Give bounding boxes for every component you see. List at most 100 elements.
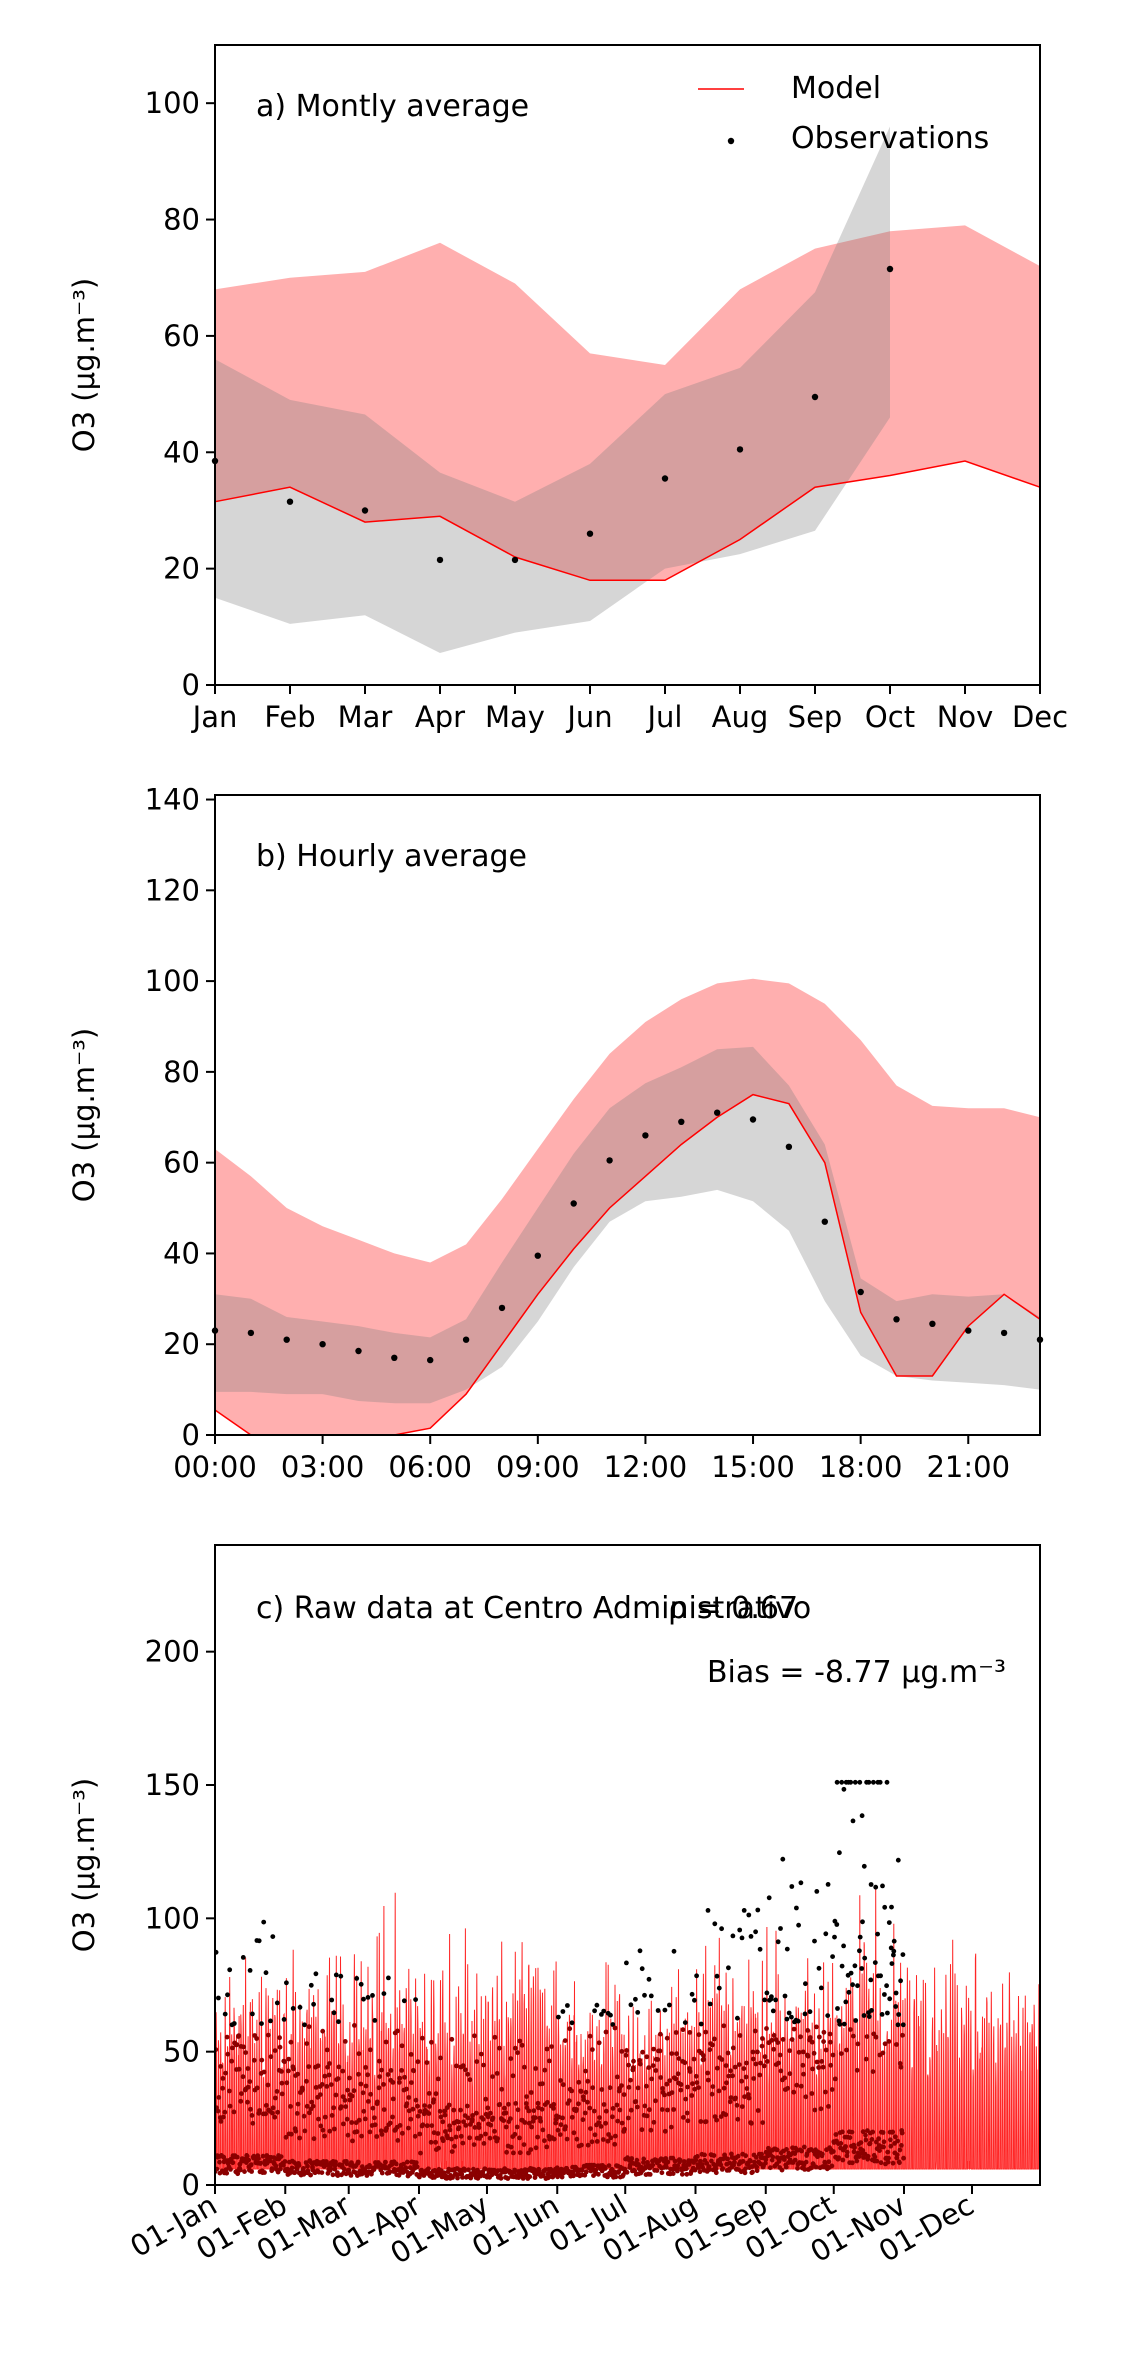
observation-point [825,1882,831,1887]
observation-point [460,2175,465,2180]
observation-point [533,2066,539,2071]
observation-point [532,2175,538,2181]
observation-point [633,1996,638,2002]
observation-point [240,1955,246,1960]
observation-point [771,2033,777,2038]
observation-point [664,2164,669,2170]
observation-point [522,2064,527,2070]
observation-point [876,2136,882,2142]
observation-point [880,2050,886,2056]
observation-point [420,2122,426,2128]
observation-point [395,2138,401,2143]
observation-point [843,2144,848,2149]
observation-point [466,2167,471,2173]
observation-point [304,2078,309,2084]
observation-point [347,2097,353,2103]
observation-point [885,2010,890,2016]
observation-point [802,2167,808,2172]
observation-point [436,556,444,564]
panel-a-x-tick-label: Oct [865,700,915,734]
observation-point [880,1883,885,1889]
panel-b-title: b) Hourly average [256,839,527,874]
observation-point [780,1856,786,1862]
observation-point [587,2033,593,2039]
observation-point [551,2102,557,2107]
panel-b-x-tick-label: 12:00 [604,1450,688,1484]
observation-point [404,2086,409,2092]
observation-point [220,2085,226,2091]
observation-point [689,1991,695,1997]
observation-point [449,2036,455,2042]
panel-b-x-tick-label: 06:00 [388,1450,472,1484]
observation-point [868,1882,874,1887]
observation-point [277,2044,283,2050]
panel-b-y-tick-label: 120 [145,873,200,907]
observation-point [755,2049,760,2055]
observation-point [415,2103,420,2109]
observation-point [528,2090,534,2095]
observation-point [472,2033,477,2039]
observation-point [515,2107,521,2113]
observation-point [600,2137,606,2142]
observation-point [215,2108,221,2114]
observation-point [363,2065,369,2070]
observation-point [413,2097,419,2103]
observation-point [863,2056,869,2062]
observation-point [383,2159,388,2165]
observation-point [481,2141,487,2146]
observation-point [515,2050,520,2056]
observation-point [388,2068,394,2073]
observation-point [384,2125,389,2131]
observation-point [696,2032,702,2038]
observation-point [440,2138,446,2144]
observation-point [333,1972,339,1978]
observation-point [818,1985,824,1991]
observation-point [511,556,519,564]
observation-point [324,2047,330,2053]
observation-point [438,2114,444,2120]
observation-point [684,2171,690,2177]
observation-point [251,2057,257,2063]
observation-point [613,2133,618,2139]
observation-point [874,2158,880,2164]
observation-point [318,2123,324,2129]
observation-point [693,2157,699,2163]
observation-point [895,2022,901,2028]
observation-point [802,2011,808,2017]
observation-point [823,1931,829,1937]
observation-point [687,2030,693,2035]
observation-point [566,2098,572,2104]
observation-point [347,2075,352,2081]
observation-point [776,2060,781,2066]
panel-a-y-tick-label: 80 [163,203,200,237]
observation-point [762,2054,768,2060]
observation-point [433,2139,438,2145]
observation-point [791,2026,797,2032]
observation-point [428,2139,434,2145]
observation-point [391,1354,398,1362]
observation-point [234,2042,240,2048]
observation-point [563,2124,568,2130]
observation-point [678,2087,684,2093]
observation-point [838,2141,844,2146]
observation-point [270,1934,276,1939]
observation-point [490,2115,496,2121]
observation-point [492,2128,497,2134]
observation-point [535,2134,540,2140]
observation-point [229,2058,235,2064]
observation-point [304,2103,310,2109]
observation-point [764,2026,769,2031]
observation-point [900,2022,906,2028]
observation-point [449,2136,454,2142]
observation-point [281,2162,286,2168]
observation-point [819,2059,825,2064]
observation-point [763,2160,768,2166]
observation-point [356,2117,362,2123]
observation-point [481,2062,486,2068]
observation-point [594,2002,600,2008]
observation-point [784,1946,790,1952]
observation-point [463,2123,469,2128]
observation-point [809,2091,815,2096]
panel-b-y-tick-label: 20 [163,1327,200,1361]
observation-point [273,2095,278,2101]
